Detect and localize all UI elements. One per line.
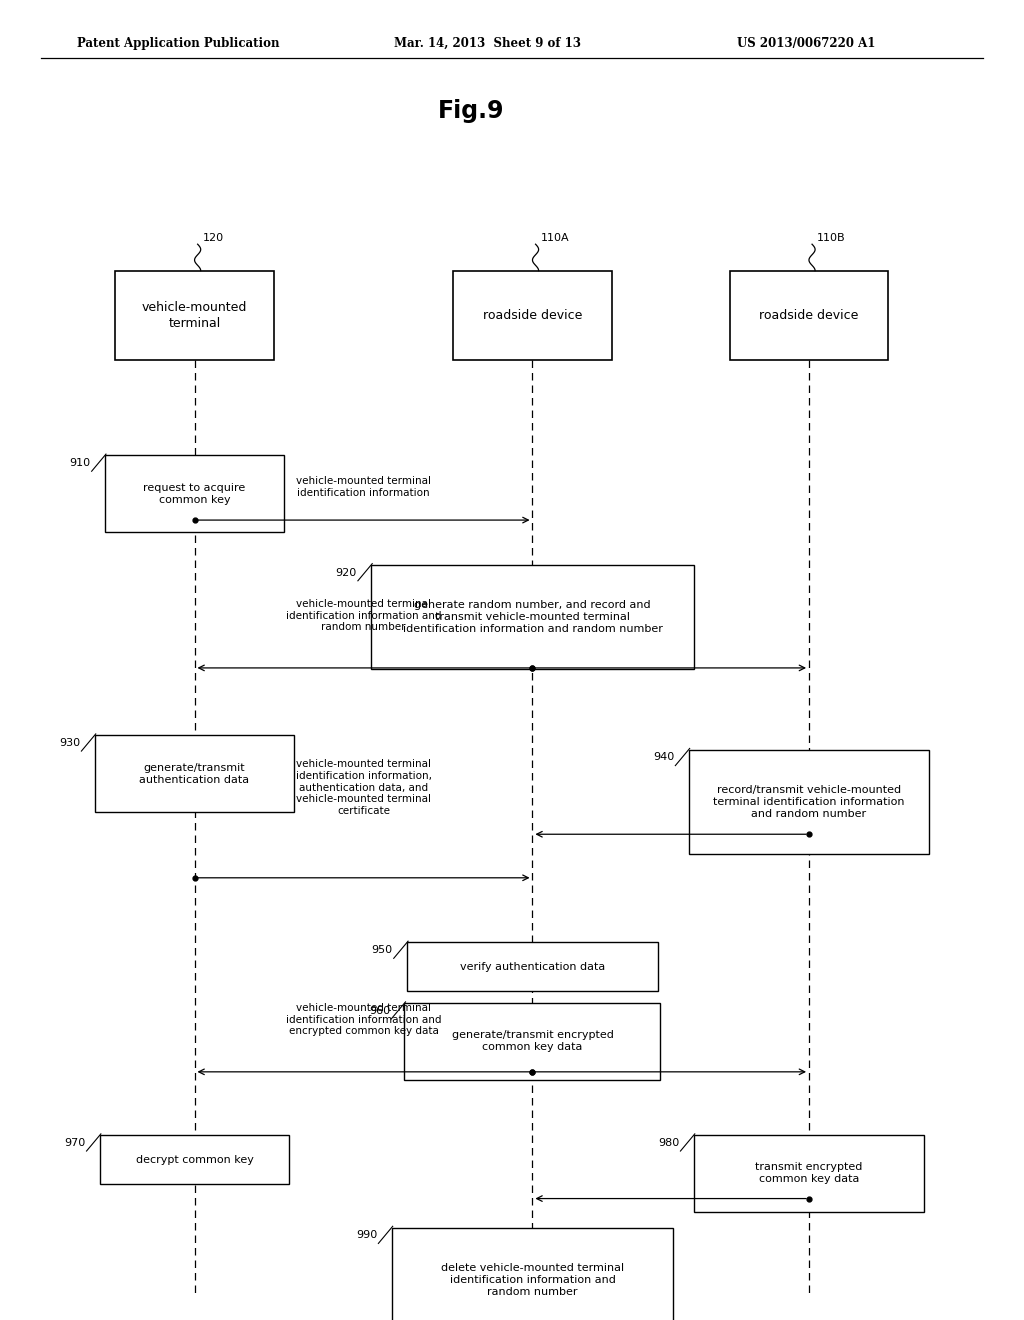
Text: vehicle-mounted terminal
identification information and
encrypted common key dat: vehicle-mounted terminal identification … xyxy=(286,1003,441,1036)
Text: vehicle-mounted
terminal: vehicle-mounted terminal xyxy=(142,301,247,330)
FancyBboxPatch shape xyxy=(453,271,612,360)
FancyBboxPatch shape xyxy=(105,455,284,532)
Text: Mar. 14, 2013  Sheet 9 of 13: Mar. 14, 2013 Sheet 9 of 13 xyxy=(394,37,582,50)
Text: 920: 920 xyxy=(336,568,357,578)
Text: vehicle-mounted terminal
identification information: vehicle-mounted terminal identification … xyxy=(296,477,431,498)
Text: Patent Application Publication: Patent Application Publication xyxy=(77,37,280,50)
Text: vehicle-mounted terminal
identification information,
authentication data, and
ve: vehicle-mounted terminal identification … xyxy=(296,759,431,816)
FancyBboxPatch shape xyxy=(729,271,889,360)
FancyBboxPatch shape xyxy=(372,565,694,669)
Text: record/transmit vehicle-mounted
terminal identification information
and random n: record/transmit vehicle-mounted terminal… xyxy=(713,785,905,818)
Text: 950: 950 xyxy=(372,945,393,956)
FancyBboxPatch shape xyxy=(689,750,930,854)
FancyBboxPatch shape xyxy=(115,271,274,360)
Text: delete vehicle-mounted terminal
identification information and
random number: delete vehicle-mounted terminal identifi… xyxy=(441,1263,624,1296)
FancyBboxPatch shape xyxy=(404,1003,660,1080)
Text: 970: 970 xyxy=(65,1138,86,1148)
Text: roadside device: roadside device xyxy=(759,309,859,322)
Text: decrypt common key: decrypt common key xyxy=(135,1155,254,1164)
Text: 990: 990 xyxy=(356,1230,377,1241)
FancyBboxPatch shape xyxy=(100,1135,289,1184)
Text: generate random number, and record and
transmit vehicle-mounted terminal
identif: generate random number, and record and t… xyxy=(402,601,663,634)
Text: 110B: 110B xyxy=(817,232,846,243)
Text: vehicle-mounted terminal
identification information and
random number: vehicle-mounted terminal identification … xyxy=(286,599,441,632)
Text: 910: 910 xyxy=(70,458,91,469)
Text: 930: 930 xyxy=(59,738,80,748)
Text: Fig.9: Fig.9 xyxy=(438,99,504,123)
Text: request to acquire
common key: request to acquire common key xyxy=(143,483,246,504)
Text: transmit encrypted
common key data: transmit encrypted common key data xyxy=(756,1163,862,1184)
Text: generate/transmit encrypted
common key data: generate/transmit encrypted common key d… xyxy=(452,1031,613,1052)
FancyBboxPatch shape xyxy=(391,1228,674,1320)
Text: roadside device: roadside device xyxy=(482,309,583,322)
Text: 980: 980 xyxy=(658,1138,680,1148)
Text: 940: 940 xyxy=(653,752,675,763)
FancyBboxPatch shape xyxy=(694,1135,924,1212)
Text: verify authentication data: verify authentication data xyxy=(460,962,605,972)
FancyBboxPatch shape xyxy=(408,942,658,991)
FancyBboxPatch shape xyxy=(94,735,295,812)
Text: generate/transmit
authentication data: generate/transmit authentication data xyxy=(139,763,250,784)
Text: 960: 960 xyxy=(369,1006,390,1016)
Text: 110A: 110A xyxy=(541,232,569,243)
Text: US 2013/0067220 A1: US 2013/0067220 A1 xyxy=(737,37,876,50)
Text: 120: 120 xyxy=(203,232,224,243)
